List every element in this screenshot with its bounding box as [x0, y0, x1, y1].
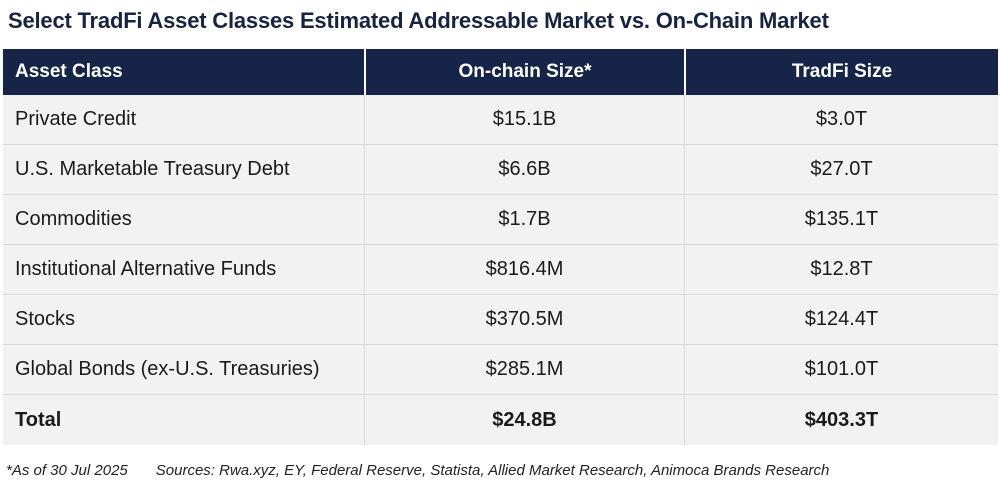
as-of-note: *As of 30 Jul 2025 — [6, 462, 128, 479]
tradfi-size-cell: $12.8T — [684, 245, 998, 294]
table-row: U.S. Marketable Treasury Debt $6.6B $27.… — [3, 145, 998, 195]
tradfi-size-cell: $124.4T — [684, 295, 998, 344]
asset-class-cell: U.S. Marketable Treasury Debt — [15, 158, 290, 180]
table-header: Asset Class On-chain Size* TradFi Size — [3, 49, 998, 95]
asset-class-cell: Commodities — [15, 208, 132, 230]
tradfi-size-cell: $135.1T — [684, 195, 998, 244]
asset-class-table: Asset Class On-chain Size* TradFi Size P… — [3, 49, 998, 445]
table-row: Global Bonds (ex-U.S. Treasuries) $285.1… — [3, 345, 998, 395]
table-row: Stocks $370.5M $124.4T — [3, 295, 998, 345]
asset-class-cell: Global Bonds (ex-U.S. Treasuries) — [15, 358, 320, 380]
tradfi-size-cell: $101.0T — [684, 345, 998, 394]
table-row: Commodities $1.7B $135.1T — [3, 195, 998, 245]
asset-class-cell: Stocks — [15, 308, 76, 330]
onchain-size-cell: $15.1B — [364, 95, 684, 144]
asset-class-cell: Private Credit — [15, 108, 137, 130]
column-header-tradfi-size: TradFi Size — [684, 49, 998, 95]
table-row-total: Total $24.8B $403.3T — [3, 395, 998, 445]
sources-note: Sources: Rwa.xyz, EY, Federal Reserve, S… — [155, 462, 830, 479]
table-row: Institutional Alternative Funds $816.4M … — [3, 245, 998, 295]
tradfi-size-cell: $3.0T — [684, 95, 998, 144]
tradfi-size-cell: $27.0T — [684, 145, 998, 194]
column-header-asset-class: Asset Class — [15, 61, 123, 82]
onchain-size-cell: $285.1M — [364, 345, 684, 394]
onchain-size-cell: $6.6B — [364, 145, 684, 194]
footnote: *As of 30 Jul 2025 Sources: Rwa.xyz, EY, … — [6, 462, 829, 479]
total-onchain-cell: $24.8B — [364, 395, 684, 445]
total-label-cell: Total — [15, 408, 62, 431]
column-header-onchain-size: On-chain Size* — [364, 49, 684, 95]
onchain-size-cell: $816.4M — [364, 245, 684, 294]
onchain-size-cell: $370.5M — [364, 295, 684, 344]
table-row: Private Credit $15.1B $3.0T — [3, 95, 998, 145]
onchain-size-cell: $1.7B — [364, 195, 684, 244]
table-body: Private Credit $15.1B $3.0T U.S. Marketa… — [3, 95, 998, 445]
total-tradfi-cell: $403.3T — [684, 395, 998, 445]
asset-class-cell: Institutional Alternative Funds — [15, 258, 277, 280]
chart-title: Select TradFi Asset Classes Estimated Ad… — [8, 8, 829, 33]
